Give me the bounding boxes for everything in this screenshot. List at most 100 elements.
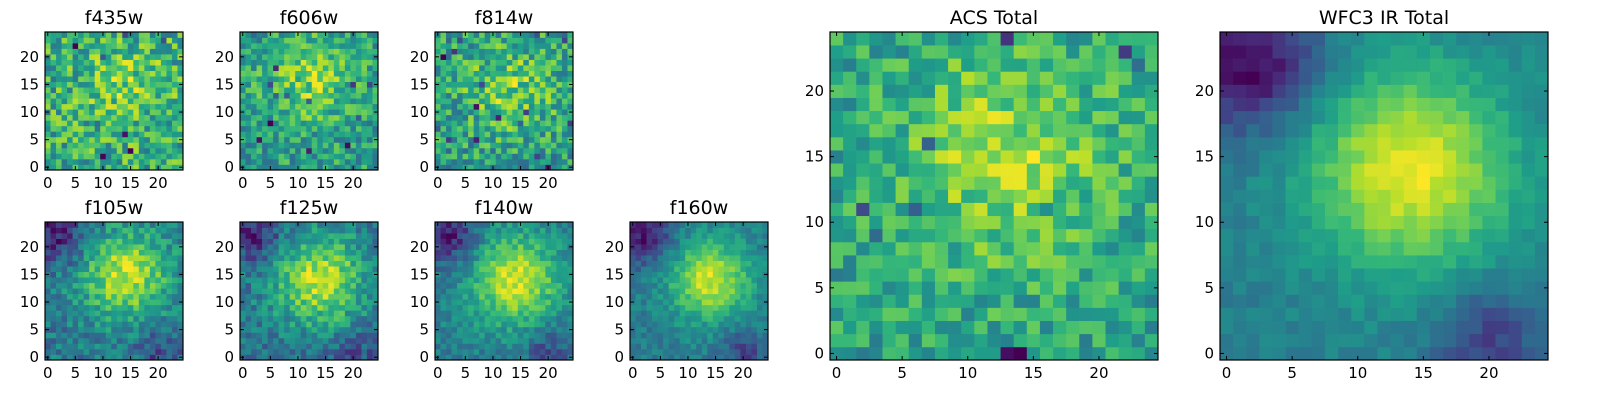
heatmap-cell [127,70,134,77]
heatmap-cell [635,299,642,306]
heatmap-cell [446,81,452,88]
heatmap-cell [556,332,563,339]
heatmap-cell [1131,241,1146,256]
heatmap-cell [262,59,268,66]
heatmap-cell [111,76,118,83]
heatmap-cell [1053,241,1067,256]
heatmap-cell [262,321,268,328]
heatmap-cell [144,326,151,333]
heatmap-cell [663,282,669,289]
heatmap-cell [262,76,268,83]
heatmap-cell [133,299,140,306]
heatmap-cell [435,59,441,66]
heatmap-cell [446,120,452,127]
heatmap-cell [495,43,502,49]
heatmap-cell [155,321,162,328]
heatmap-cell [100,293,107,300]
heatmap-cell [512,131,519,138]
heatmap-cell [668,233,675,239]
heatmap-cell [267,249,274,256]
heatmap-cell [300,131,307,138]
heatmap-cell [133,142,140,149]
heatmap-cell [506,48,513,55]
heatmap-cell [262,227,268,234]
heatmap-cell [284,37,291,44]
heatmap-cell [550,348,557,355]
heatmap-cell [539,271,546,278]
heatmap-cell [240,59,246,66]
heatmap-cell [517,147,524,154]
heatmap-cell [539,293,546,300]
heatmap-cell [440,125,447,132]
heatmap-cell [934,241,949,256]
heatmap-cell [539,147,546,154]
heatmap-cell [116,266,123,273]
heatmap-cell [262,271,268,278]
heatmap-cell [751,222,758,228]
heatmap-cell [550,131,557,138]
heatmap-cell [561,255,568,261]
heatmap-cell [685,304,692,311]
heatmap-cell [322,158,329,165]
heatmap-cell [295,260,302,267]
heatmap-cell [490,326,497,333]
heatmap-cell [473,277,480,284]
heatmap-cell [100,147,107,154]
heatmap-cell [306,32,313,38]
heatmap-cell [144,310,151,317]
heatmap-cell [149,244,156,250]
heatmap-cell [1026,241,1041,256]
heatmap-cell [462,153,469,160]
heatmap-cell [273,326,279,333]
heatmap-cell [501,277,508,284]
heatmap-cell [484,343,491,350]
heatmap-cell [171,299,178,306]
heatmap-cell [468,125,474,132]
heatmap-cell [856,163,870,177]
heatmap-cell [567,282,574,289]
heatmap-cell [495,109,502,116]
heatmap-cell [251,332,257,339]
heatmap-cell [740,332,747,339]
heatmap-cell [333,81,340,88]
heatmap-cell [512,114,519,121]
heatmap-cell [56,244,62,250]
heatmap-cell [372,48,379,55]
heatmap-cell [116,158,123,165]
heatmap-cell [517,277,524,284]
heatmap-cell [457,282,463,289]
heatmap-cell [696,321,703,328]
heatmap-cell [1144,189,1159,203]
heatmap-cell [155,238,162,245]
heatmap-cell [856,241,870,256]
heatmap-cell [127,114,134,121]
heatmap-cell [322,136,329,143]
heatmap-cell [322,315,329,322]
heatmap-cell [641,271,647,278]
heatmap-cell [451,125,458,132]
x-tick-label: 15 [511,364,530,382]
heatmap-cell [67,348,73,355]
heatmap-cell [740,348,747,355]
heatmap-cell [435,315,441,322]
heatmap-cell [45,37,51,44]
heatmap-cell [83,81,90,88]
heatmap-cell [506,158,513,165]
heatmap-cell [908,294,923,308]
heatmap-cell [869,215,883,230]
heatmap-cell [751,288,758,295]
heatmap-cell [484,222,491,228]
heatmap-cell [495,120,502,127]
heatmap-cell [94,70,101,77]
heatmap-cell [652,233,658,239]
heatmap-cell [1066,268,1080,282]
heatmap-cell [506,32,513,38]
heatmap-cell [1053,202,1067,217]
heatmap-cell [155,87,162,94]
heatmap-cell [723,244,730,250]
heatmap-cell [1039,189,1054,203]
heatmap-cell [306,266,313,273]
heatmap-cell [355,125,362,132]
heatmap-cell [495,288,502,295]
heatmap-cell [100,109,107,116]
